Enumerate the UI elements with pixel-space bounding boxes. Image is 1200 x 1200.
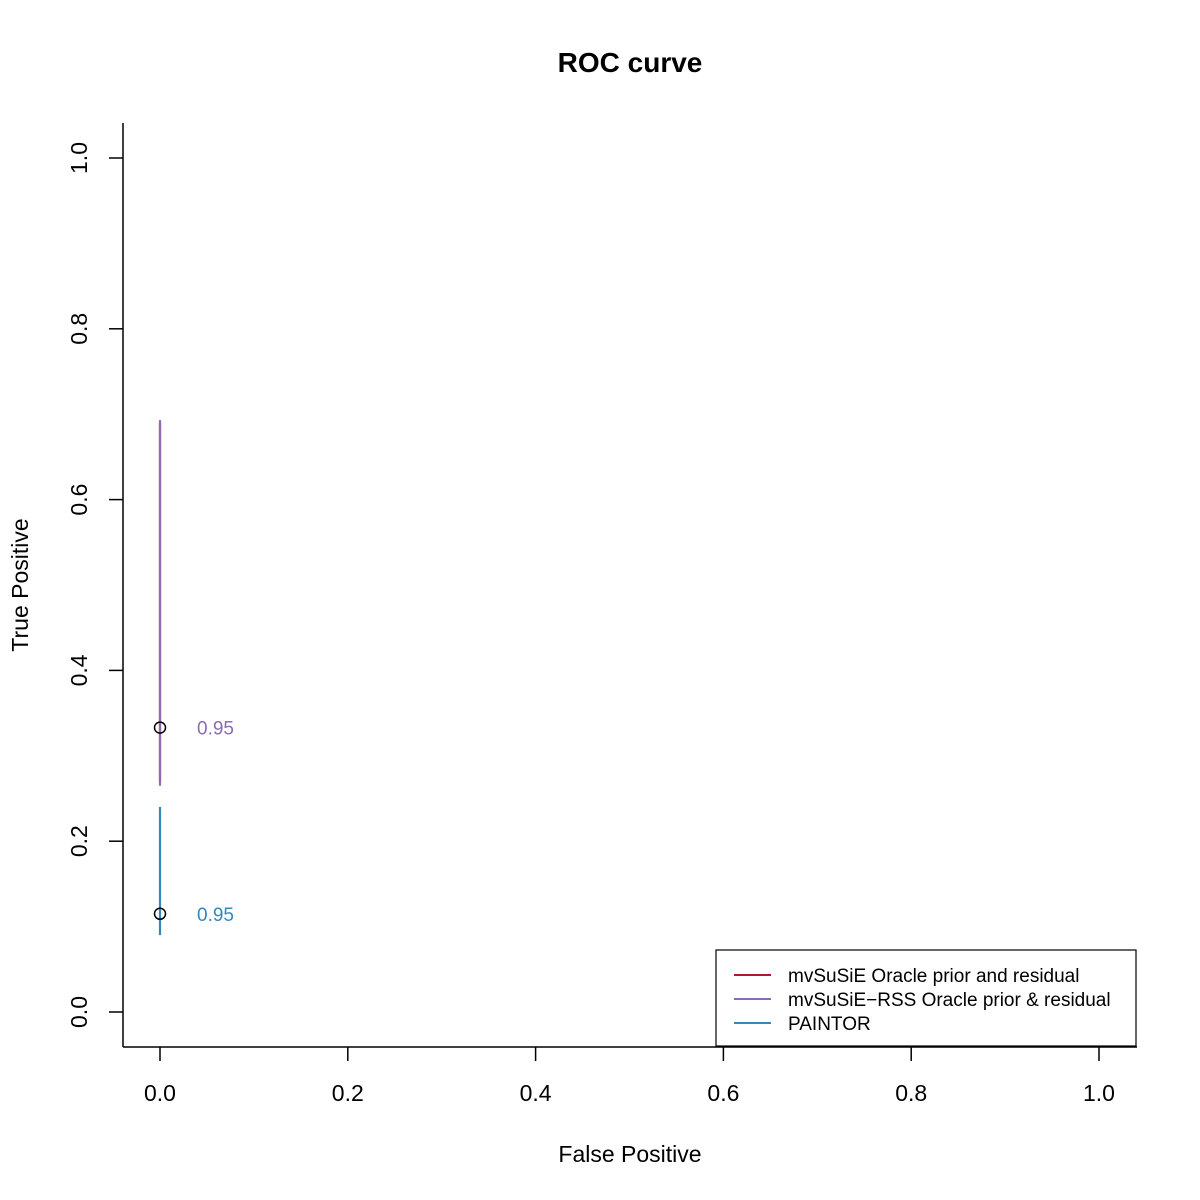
legend-box <box>715 949 1137 1047</box>
x-tick-label: 0.2 <box>332 1080 364 1106</box>
annotation-layer: 0.95 0.95 <box>153 719 234 926</box>
axes: 0.0 0.2 0.4 0.6 0.8 1.0 0.0 0.2 0.4 0.6 0.8 1.0 <box>66 123 1137 1106</box>
legend-label: mvSuSiE−RSS Oracle prior & residual <box>788 990 1111 1011</box>
threshold-label: 0.95 <box>197 719 234 740</box>
y-tick-label: 0.6 <box>66 484 92 516</box>
legend-label: PAINTOR <box>788 1014 871 1035</box>
threshold-point <box>153 721 167 734</box>
chart-title: ROC curve <box>558 47 703 78</box>
x-tick-label: 0.0 <box>144 1080 176 1106</box>
legend: mvSuSiE Oracle prior and residual mvSuSiE… <box>715 949 1137 1047</box>
x-tick-label: 0.6 <box>707 1080 739 1106</box>
threshold-point <box>153 907 167 921</box>
threshold-label: 0.95 <box>197 905 234 926</box>
x-tick-label: 0.8 <box>895 1080 927 1106</box>
y-axis-label: True Positive <box>7 518 33 651</box>
y-tick-label: 0.0 <box>66 996 92 1028</box>
legend-label: mvSuSiE Oracle prior and residual <box>788 966 1079 987</box>
y-tick-label: 0.4 <box>66 654 92 686</box>
y-tick-label: 1.0 <box>66 142 92 174</box>
x-tick-label: 1.0 <box>1083 1080 1115 1106</box>
x-axis-label: False Positive <box>558 1141 701 1167</box>
x-tick-label: 0.4 <box>520 1080 552 1106</box>
y-tick-label: 0.8 <box>66 313 92 345</box>
y-tick-label: 0.2 <box>66 825 92 857</box>
